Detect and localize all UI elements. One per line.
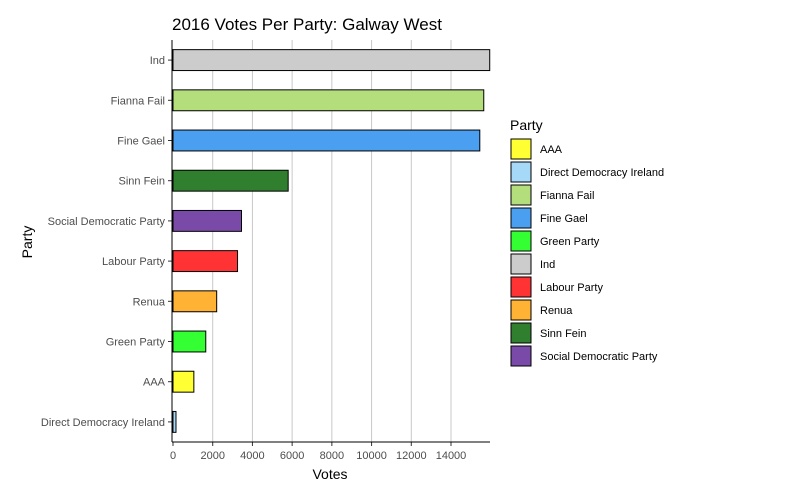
x-tick-labels: 0 2000 4000 6000 8000 10000 12000 14000 <box>170 442 466 462</box>
legend-swatch <box>510 345 532 367</box>
y-tick-label: Fine Gael <box>117 136 165 148</box>
legend-label: Direct Democracy Ireland <box>540 167 664 179</box>
chart-title: 2016 Votes Per Party: Galway West <box>172 15 442 34</box>
legend-label: Labour Party <box>540 282 603 294</box>
y-tick-label: Social Democratic Party <box>48 216 166 228</box>
legend-swatch <box>510 230 532 252</box>
bar <box>172 209 243 232</box>
legend-swatch <box>510 207 532 229</box>
x-tick-label: 0 <box>170 450 176 462</box>
legend-label: Social Democratic Party <box>540 351 658 363</box>
legend-swatch <box>510 253 532 275</box>
y-axis-title: Party <box>19 226 35 259</box>
legend-swatch <box>510 276 532 298</box>
legend-label: Fine Gael <box>540 213 588 225</box>
bar <box>172 89 485 112</box>
bar <box>172 330 207 353</box>
y-tick-label: Ind <box>150 55 165 67</box>
y-tick-labels: Ind Fianna Fail Fine Gael Sinn Fein Social D… <box>41 55 172 429</box>
y-tick-label: Labour Party <box>102 256 165 268</box>
y-tick-label: Green Party <box>106 337 166 349</box>
bar <box>172 410 177 433</box>
legend-label: Green Party <box>540 236 600 248</box>
legend-swatch <box>510 322 532 344</box>
legend-swatch <box>510 299 532 321</box>
legend-swatch <box>510 161 532 183</box>
x-tick-label: 14000 <box>436 450 467 462</box>
y-tick-label: Direct Democracy Ireland <box>41 417 165 429</box>
legend-swatch <box>510 184 532 206</box>
x-tick-label: 10000 <box>356 450 387 462</box>
legend-label: Fianna Fail <box>540 190 594 202</box>
legend-label: AAA <box>540 144 563 156</box>
x-tick-label: 2000 <box>200 450 224 462</box>
legend-label: Ind <box>540 259 555 271</box>
y-tick-label: AAA <box>143 377 166 389</box>
bar <box>172 250 239 273</box>
legend-label: Renua <box>540 305 573 317</box>
y-tick-label: Fianna Fail <box>111 95 165 107</box>
bar <box>172 129 481 152</box>
bar <box>172 370 195 393</box>
x-tick-label: 6000 <box>280 450 304 462</box>
x-tick-label: 4000 <box>240 450 264 462</box>
x-axis-title: Votes <box>312 466 347 482</box>
x-tick-label: 8000 <box>320 450 344 462</box>
bar <box>172 49 491 72</box>
y-tick-label: Sinn Fein <box>119 176 165 188</box>
legend: AAA Direct Democracy Ireland Fianna Fail Fi… <box>510 138 664 367</box>
legend-title: Party <box>510 117 543 133</box>
x-tick-label: 12000 <box>396 450 427 462</box>
y-tick-label: Renua <box>133 296 166 308</box>
legend-swatch <box>510 138 532 160</box>
bars <box>172 49 491 433</box>
legend-label: Sinn Fein <box>540 328 586 340</box>
bar <box>172 290 218 313</box>
bar <box>172 169 289 192</box>
